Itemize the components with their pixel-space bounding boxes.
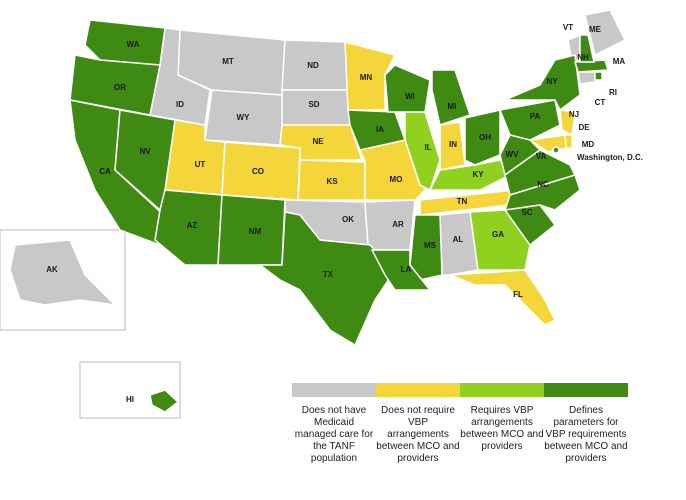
- state-label: IA: [376, 125, 384, 134]
- state-label: AR: [392, 220, 404, 229]
- state-label: NY: [546, 77, 558, 86]
- state-shape: [579, 34, 595, 63]
- state-shape: [503, 204, 557, 247]
- state-label: MO: [390, 175, 403, 184]
- state-label: HI: [126, 395, 134, 404]
- state-shape: [439, 121, 466, 171]
- state-label: NJ: [569, 110, 579, 119]
- state-label: MS: [424, 241, 437, 250]
- state-label: PA: [530, 112, 541, 121]
- state-label: MT: [222, 57, 234, 66]
- state-label: WI: [405, 92, 415, 101]
- state-label: MD: [582, 140, 595, 149]
- state-shape: [409, 214, 443, 281]
- state-label: WA: [127, 40, 140, 49]
- state-shape: [384, 64, 431, 113]
- state-label: CT: [595, 98, 606, 107]
- state-label: MA: [613, 57, 626, 66]
- legend-label: Does not require VBP arrangements betwee…: [376, 405, 460, 464]
- state-shape: [370, 249, 432, 291]
- state-shape: [594, 71, 603, 81]
- state-shape: [564, 134, 573, 149]
- state-shape: [584, 9, 627, 57]
- state-label: SC: [521, 208, 532, 217]
- inset-frame: [79, 361, 181, 419]
- state-label: CO: [252, 167, 264, 176]
- legend-label: Does not have Medicaid managed care for …: [294, 405, 374, 464]
- state-shape: [449, 269, 557, 326]
- state-shape: [499, 134, 542, 177]
- state-label: VT: [563, 23, 573, 32]
- state-label: NE: [312, 137, 324, 146]
- state-shape: [574, 59, 609, 73]
- state-label: FL: [513, 290, 523, 299]
- state-shape: [504, 149, 577, 196]
- state-label: ND: [307, 61, 319, 70]
- state-shape: [364, 199, 416, 251]
- legend-swatch: [544, 383, 628, 397]
- state-label: NV: [139, 147, 151, 156]
- inset-frame: [0, 229, 126, 331]
- legend-label: Defines parameters for VBP requirements …: [544, 405, 628, 464]
- state-label: AZ: [187, 221, 198, 230]
- state-shape: [257, 211, 396, 347]
- state-label: GA: [492, 230, 504, 239]
- state-label: NC: [537, 180, 549, 189]
- state-label: WV: [506, 150, 520, 159]
- state-label: AL: [453, 235, 464, 244]
- state-shape: [552, 146, 560, 154]
- state-label: OR: [114, 83, 126, 92]
- state-label: DE: [578, 123, 590, 132]
- state-label: TX: [323, 270, 334, 279]
- state-shape: [464, 109, 501, 166]
- state-shape: [577, 71, 596, 85]
- state-label: IL: [424, 143, 431, 152]
- state-label: WY: [237, 113, 251, 122]
- state-label: KS: [326, 177, 338, 186]
- state-label: TN: [457, 197, 468, 206]
- legend-swatch: [376, 383, 460, 397]
- state-label: SD: [308, 100, 319, 109]
- state-shape: [347, 109, 406, 151]
- state-shape: [149, 389, 180, 413]
- state-label: KY: [472, 170, 484, 179]
- state-label: ID: [176, 100, 184, 109]
- state-label: NM: [249, 227, 262, 236]
- state-label: OK: [342, 215, 354, 224]
- state-label: Washington, D.C.: [577, 153, 643, 162]
- state-label: CA: [99, 167, 111, 176]
- state-label: VA: [536, 152, 547, 161]
- state-label: RI: [609, 88, 617, 97]
- state-shape: [69, 54, 161, 116]
- state-shape: [9, 239, 118, 307]
- state-label: IN: [449, 140, 457, 149]
- state-label: AK: [46, 265, 58, 274]
- state-label: MN: [360, 73, 373, 82]
- state-label: ME: [589, 25, 602, 34]
- state-label: LA: [401, 265, 412, 274]
- state-label: NH: [577, 53, 589, 62]
- state-shape: [428, 159, 512, 191]
- legend-swatch: [292, 383, 376, 397]
- state-shape: [344, 41, 397, 111]
- legend-label: Requires VBP arrangements between MCO an…: [460, 405, 544, 452]
- state-shape: [84, 19, 166, 66]
- legend-swatch: [460, 383, 544, 397]
- state-label: OH: [479, 133, 491, 142]
- state-shape: [498, 99, 561, 141]
- state-label: UT: [195, 160, 206, 169]
- state-shape: [431, 69, 471, 126]
- state-shape: [504, 54, 581, 112]
- state-label: MI: [448, 102, 457, 111]
